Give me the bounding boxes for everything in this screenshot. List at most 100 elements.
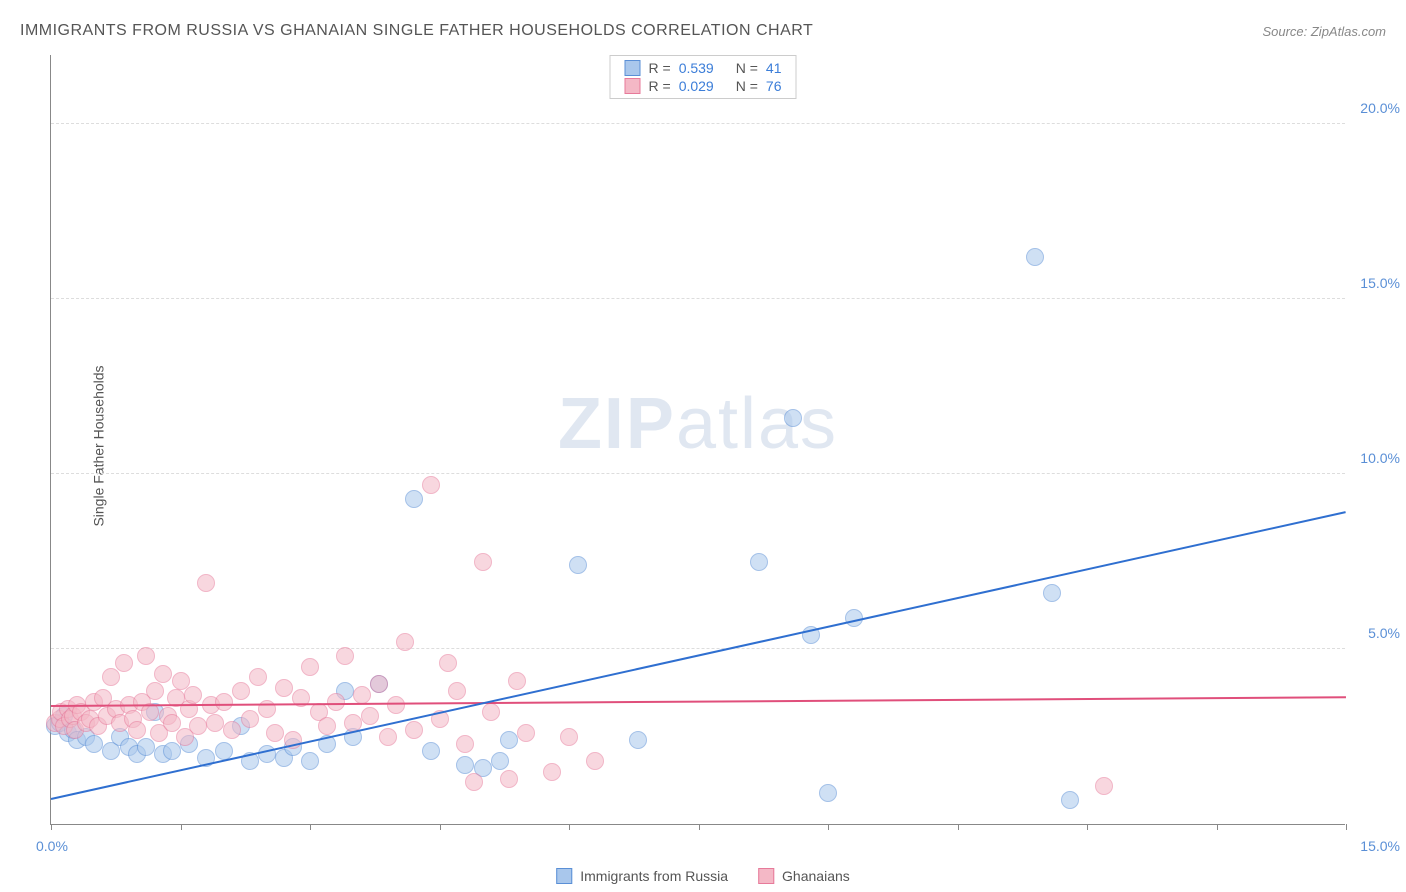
- legend-n-label: N =: [736, 78, 758, 94]
- scatter-point-russia: [784, 409, 802, 427]
- scatter-point-ghana: [396, 633, 414, 651]
- scatter-point-russia: [819, 784, 837, 802]
- scatter-point-ghana: [146, 682, 164, 700]
- scatter-point-ghana: [128, 721, 146, 739]
- scatter-point-ghana: [560, 728, 578, 746]
- scatter-point-ghana: [387, 696, 405, 714]
- scatter-point-ghana: [249, 668, 267, 686]
- chart-title: IMMIGRANTS FROM RUSSIA VS GHANAIAN SINGL…: [20, 22, 813, 40]
- y-tick-label: 5.0%: [1368, 625, 1400, 641]
- x-tick: [51, 824, 52, 830]
- legend-swatch-icon: [556, 868, 572, 884]
- scatter-point-ghana: [586, 752, 604, 770]
- scatter-point-ghana: [482, 703, 500, 721]
- legend-swatch-icon: [625, 60, 641, 76]
- x-tick: [699, 824, 700, 830]
- x-tick: [1346, 824, 1347, 830]
- scatter-point-ghana: [206, 714, 224, 732]
- x-tick: [958, 824, 959, 830]
- scatter-point-ghana: [361, 707, 379, 725]
- legend-r-value: 0.539: [679, 60, 714, 76]
- scatter-point-ghana: [465, 773, 483, 791]
- scatter-point-ghana: [258, 700, 276, 718]
- scatter-point-ghana: [517, 724, 535, 742]
- gridline-h: [51, 473, 1345, 474]
- scatter-point-ghana: [336, 647, 354, 665]
- legend-n-value: 76: [766, 78, 782, 94]
- scatter-point-ghana: [154, 665, 172, 683]
- scatter-point-russia: [1061, 791, 1079, 809]
- y-tick-label: 15.0%: [1360, 275, 1400, 291]
- legend-r-value: 0.029: [679, 78, 714, 94]
- scatter-point-russia: [422, 742, 440, 760]
- x-tick: [569, 824, 570, 830]
- scatter-point-russia: [163, 742, 181, 760]
- scatter-point-russia: [1043, 584, 1061, 602]
- x-tick: [181, 824, 182, 830]
- x-tick: [1217, 824, 1218, 830]
- legend-n-value: 41: [766, 60, 782, 76]
- x-tick: [440, 824, 441, 830]
- scatter-point-ghana: [102, 668, 120, 686]
- x-tick: [828, 824, 829, 830]
- scatter-point-russia: [750, 553, 768, 571]
- scatter-point-russia: [500, 731, 518, 749]
- scatter-point-ghana: [508, 672, 526, 690]
- scatter-point-ghana: [115, 654, 133, 672]
- scatter-point-russia: [629, 731, 647, 749]
- x-tick-label: 15.0%: [1360, 838, 1400, 854]
- scatter-point-ghana: [223, 721, 241, 739]
- legend-correlation: R = 0.539 N = 41 R = 0.029 N = 76: [610, 55, 797, 99]
- x-tick: [310, 824, 311, 830]
- scatter-point-ghana: [318, 717, 336, 735]
- legend-item-russia: Immigrants from Russia: [556, 868, 728, 884]
- legend-item-label: Immigrants from Russia: [580, 868, 728, 884]
- scatter-point-ghana: [197, 574, 215, 592]
- y-tick-label: 20.0%: [1360, 100, 1400, 116]
- scatter-point-ghana: [189, 717, 207, 735]
- scatter-point-russia: [491, 752, 509, 770]
- scatter-point-ghana: [500, 770, 518, 788]
- scatter-point-ghana: [184, 686, 202, 704]
- x-tick: [1087, 824, 1088, 830]
- gridline-h: [51, 648, 1345, 649]
- scatter-point-russia: [137, 738, 155, 756]
- scatter-point-ghana: [448, 682, 466, 700]
- scatter-point-ghana: [405, 721, 423, 739]
- scatter-point-ghana: [215, 693, 233, 711]
- legend-r-label: R =: [649, 60, 671, 76]
- scatter-point-ghana: [241, 710, 259, 728]
- scatter-point-ghana: [474, 553, 492, 571]
- scatter-point-ghana: [232, 682, 250, 700]
- legend-swatch-icon: [625, 78, 641, 94]
- scatter-point-russia: [1026, 248, 1044, 266]
- scatter-point-russia: [85, 735, 103, 753]
- plot-area: ZIPatlas 5.0%10.0%15.0%20.0%0.0%15.0%: [50, 55, 1345, 825]
- scatter-point-russia: [456, 756, 474, 774]
- scatter-point-ghana: [422, 476, 440, 494]
- scatter-point-ghana: [1095, 777, 1113, 795]
- scatter-point-ghana: [456, 735, 474, 753]
- scatter-point-ghana: [327, 693, 345, 711]
- scatter-point-russia: [569, 556, 587, 574]
- scatter-point-ghana: [266, 724, 284, 742]
- scatter-point-russia: [215, 742, 233, 760]
- legend-item-ghana: Ghanaians: [758, 868, 850, 884]
- scatter-point-ghana: [353, 686, 371, 704]
- trend-line-russia: [51, 511, 1346, 800]
- scatter-point-ghana: [439, 654, 457, 672]
- legend-r-label: R =: [649, 78, 671, 94]
- legend-n-label: N =: [736, 60, 758, 76]
- y-tick-label: 10.0%: [1360, 450, 1400, 466]
- scatter-point-ghana: [379, 728, 397, 746]
- scatter-point-ghana: [543, 763, 561, 781]
- legend-row-russia: R = 0.539 N = 41: [625, 59, 782, 77]
- legend-swatch-icon: [758, 868, 774, 884]
- scatter-point-russia: [405, 490, 423, 508]
- scatter-point-russia: [301, 752, 319, 770]
- legend-row-ghana: R = 0.029 N = 76: [625, 77, 782, 95]
- source-label: Source: ZipAtlas.com: [1262, 24, 1386, 39]
- scatter-point-ghana: [301, 658, 319, 676]
- gridline-h: [51, 123, 1345, 124]
- x-tick-label: 0.0%: [36, 838, 68, 854]
